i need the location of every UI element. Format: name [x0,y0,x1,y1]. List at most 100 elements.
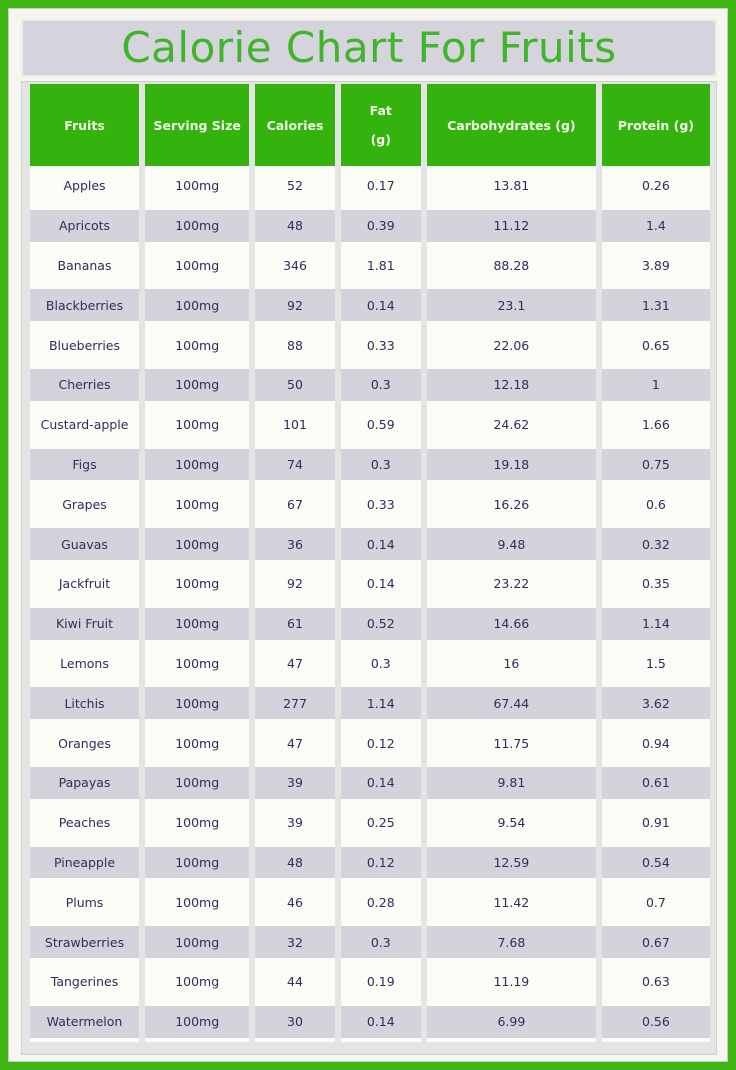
calories-cell: 61 [255,603,335,644]
fruit-cell: Lemons [30,643,140,684]
calories-cell: 46 [255,882,335,923]
fruit-cell: Plums [30,882,140,923]
fruit-cell: Grapes [30,484,140,525]
fat-cell: 0.3 [340,444,421,485]
table-row: Custard-apple 100mg 101 0.59 24.62 1.66 [30,404,710,445]
calories-cell: 92 [255,285,335,326]
fruit-cell: Strawberries [30,922,140,962]
serving-size-cell: 100mg [145,166,250,206]
table-row: Oranges 100mg 47 0.12 11.75 0.94 [30,723,710,763]
carbohydrates-cell: 12.59 [426,842,596,883]
protein-cell: 0.91 [601,802,710,843]
fat-cell: 0.33 [340,484,421,525]
fruit-cell: Kiwi Fruit [30,603,140,644]
header-calories: Calories [255,84,335,166]
fat-cell: 0.12 [340,842,421,883]
header-protein: Protein (g) [601,84,710,166]
carbohydrates-cell: 9.48 [426,524,596,564]
protein-cell: 1.14 [601,603,710,644]
table-body: Apples 100mg 52 0.17 13.81 0.26 Apricots 100mg 4… [30,166,710,1042]
header-fruits: Fruits [30,84,140,166]
fat-cell: 0.3 [340,922,421,962]
calories-cell: 47 [255,723,335,763]
protein-cell: 1 [601,364,710,405]
calorie-table: Fruits Serving Size Calories Fat (g) Carb… [24,84,716,1042]
table-row: Apricots 100mg 48 0.39 11.12 1.4 [30,205,710,246]
protein-cell: 0.6 [601,484,710,525]
carbohydrates-cell: 9.54 [426,802,596,843]
fat-cell: 0.14 [340,563,421,604]
calories-cell: 346 [255,245,335,286]
fat-cell: 0.59 [340,404,421,445]
calories-cell: 39 [255,762,335,803]
calories-cell: 30 [255,1001,335,1042]
carbohydrates-cell: 19.18 [426,444,596,485]
protein-cell: 0.61 [601,762,710,803]
header-fat-line2: (g) [370,132,391,147]
calories-cell: 92 [255,563,335,604]
calories-cell: 50 [255,364,335,405]
carbohydrates-cell: 24.62 [426,404,596,445]
calories-cell: 67 [255,484,335,525]
protein-cell: 0.54 [601,842,710,883]
fruit-cell: Jackfruit [30,563,140,604]
fat-cell: 0.3 [340,364,421,405]
calories-cell: 74 [255,444,335,485]
carbohydrates-cell: 67.44 [426,683,596,724]
carbohydrates-cell: 16 [426,643,596,684]
serving-size-cell: 100mg [145,842,250,883]
header-fat-line1: Fat [369,103,392,118]
serving-size-cell: 100mg [145,364,250,405]
carbohydrates-cell: 23.1 [426,285,596,326]
carbohydrates-cell: 11.19 [426,961,596,1002]
calories-cell: 48 [255,205,335,246]
carbohydrates-cell: 22.06 [426,325,596,365]
carbohydrates-cell: 14.66 [426,603,596,644]
fruit-cell: Blueberries [30,325,140,365]
fruit-cell: Peaches [30,802,140,843]
table-row: Litchis 100mg 277 1.14 67.44 3.62 [30,683,710,724]
serving-size-cell: 100mg [145,325,250,365]
fat-cell: 0.19 [340,961,421,1002]
page-title: Calorie Chart For Fruits [121,23,617,72]
carbohydrates-cell: 11.42 [426,882,596,923]
fruit-cell: Watermelon [30,1001,140,1042]
carbohydrates-cell: 16.26 [426,484,596,525]
protein-cell: 0.35 [601,563,710,604]
fat-cell: 0.33 [340,325,421,365]
serving-size-cell: 100mg [145,961,250,1002]
fat-cell: 0.25 [340,802,421,843]
fruit-cell: Guavas [30,524,140,564]
fruit-cell: Litchis [30,683,140,724]
serving-size-cell: 100mg [145,922,250,962]
carbohydrates-cell: 23.22 [426,563,596,604]
fruit-cell: Pineapple [30,842,140,883]
fat-cell: 0.52 [340,603,421,644]
protein-cell: 0.56 [601,1001,710,1042]
protein-cell: 1.66 [601,404,710,445]
table-row: Jackfruit 100mg 92 0.14 23.22 0.35 [30,563,710,604]
serving-size-cell: 100mg [145,603,250,644]
protein-cell: 1.31 [601,285,710,326]
calories-cell: 88 [255,325,335,365]
serving-size-cell: 100mg [145,1001,250,1042]
table-row: Strawberries 100mg 32 0.3 7.68 0.67 [30,922,710,962]
header-row: Fruits Serving Size Calories Fat (g) Carb… [30,84,710,166]
carbohydrates-cell: 11.75 [426,723,596,763]
carbohydrates-cell: 11.12 [426,205,596,246]
table-row: Lemons 100mg 47 0.3 16 1.5 [30,643,710,684]
chart-frame: Calorie Chart For Fruits Fruits Serving … [8,8,728,1062]
table-row: Blueberries 100mg 88 0.33 22.06 0.65 [30,325,710,365]
serving-size-cell: 100mg [145,802,250,843]
fat-cell: 0.17 [340,166,421,206]
protein-cell: 3.89 [601,245,710,286]
table-row: Watermelon 100mg 30 0.14 6.99 0.56 [30,1001,710,1042]
carbohydrates-cell: 9.81 [426,762,596,803]
fat-cell: 0.14 [340,524,421,564]
table-row: Plums 100mg 46 0.28 11.42 0.7 [30,882,710,923]
calories-cell: 32 [255,922,335,962]
fat-cell: 0.28 [340,882,421,923]
fruit-cell: Blackberries [30,285,140,326]
table-row: Pineapple 100mg 48 0.12 12.59 0.54 [30,842,710,883]
header-fat: Fat (g) [340,84,421,166]
